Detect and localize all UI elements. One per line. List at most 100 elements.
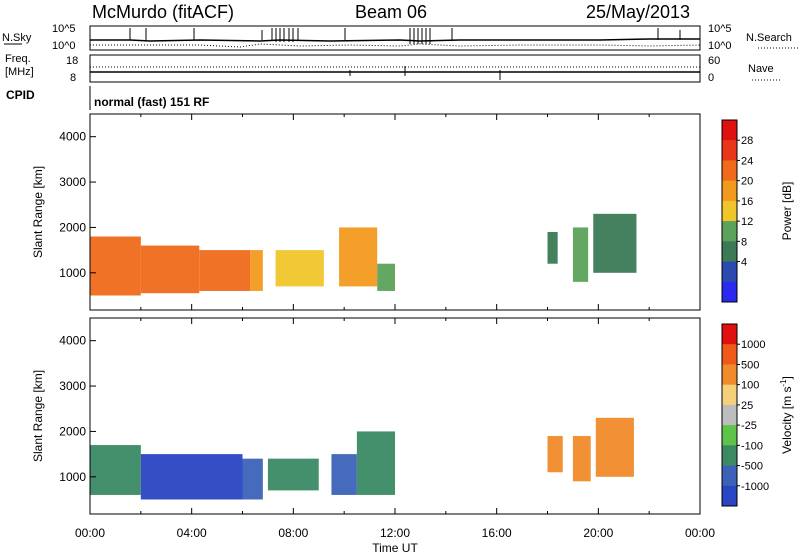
x-tick-label-1: 04:00 (177, 526, 207, 540)
noise-tick-high: 10^5 (52, 23, 76, 35)
freq-label-2: [MHz] (5, 66, 34, 78)
power-colorbar-tick-2: 20 (741, 176, 753, 188)
power-colorbar-swatch-6 (722, 241, 737, 263)
noise-sky-line (90, 38, 700, 42)
x-tick-label-2: 08:00 (278, 526, 308, 540)
power-echo-region-6 (377, 263, 395, 291)
power-colorbar-tick-3: 16 (741, 196, 753, 208)
velocity-colorbar-tick-7: -1000 (741, 481, 769, 493)
x-tick-label-4: 16:00 (482, 526, 512, 540)
power-echo-region-8 (572, 227, 589, 282)
power-ytick-label-2: 2000 (59, 220, 86, 234)
velocity-colorbar-swatch-0 (722, 324, 737, 345)
velocity-echo-region-1 (140, 454, 243, 500)
velocity-colorbar-swatch-5 (722, 425, 737, 446)
freq-panel-frame (89, 54, 701, 83)
noise-spikes (129, 28, 681, 44)
power-echo-region-0 (90, 236, 141, 296)
velocity-colorbar-title: Velocity [m s-1] (779, 376, 794, 454)
velocity-ytick-label-3: 1000 (59, 470, 86, 484)
power-echo-region-3 (250, 250, 263, 291)
x-tick-label-3: 12:00 (380, 526, 410, 540)
velocity-ytick-label-1: 3000 (59, 379, 86, 393)
power-colorbar-tick-1: 24 (741, 155, 753, 167)
x-tick-label-6: 00:00 (685, 526, 715, 540)
power-colorbar-swatch-7 (722, 261, 737, 283)
power-ytick-label-0: 4000 (59, 130, 86, 144)
power-colorbar: 28 24 20 16 12 8 4 Power [dB] (721, 119, 794, 303)
power-ytick-label-1: 3000 (59, 175, 86, 189)
x-tick-label-0: 00:00 (75, 526, 105, 540)
velocity-echo-region-8 (595, 417, 634, 477)
power-colorbar-tick-0: 28 (741, 135, 753, 147)
velocity-colorbar: 1000 500 100 25 -25 -100 -500 -1000 Velocity [m … (721, 323, 794, 507)
freq-tick-low: 8 (70, 72, 76, 84)
velocity-colorbar-tick-5: -100 (741, 440, 763, 452)
power-echo-region-2 (199, 250, 251, 291)
power-colorbar-swatch-2 (722, 160, 737, 182)
power-colorbar-tick-4: 12 (741, 216, 753, 228)
cpid-label: CPID (6, 88, 35, 102)
velocity-echo-region-5 (356, 431, 395, 495)
velocity-echo-region-0 (90, 445, 141, 495)
velocity-colorbar-swatch-7 (722, 465, 737, 487)
time-axis: 00:00 04:00 08:00 12:00 16:00 20:00 00:00 (75, 526, 715, 540)
power-colorbar-tick-6: 4 (741, 257, 747, 269)
nave-label: Nave (748, 63, 774, 75)
power-ytick-label-3: 1000 (59, 266, 86, 280)
velocity-colorbar-tick-4: -25 (741, 420, 757, 432)
x-axis-title: Time UT (372, 541, 418, 554)
site-title: McMurdo (fitACF) (92, 2, 234, 22)
noise-right-tick-low: 10^0 (708, 40, 732, 52)
velocity-colorbar-tick-0: 1000 (741, 339, 765, 351)
velocity-colorbar-swatch-2 (722, 364, 737, 386)
power-echo-region-7 (547, 231, 558, 264)
power-echo-region-5 (339, 227, 378, 287)
noise-search-line (90, 43, 701, 48)
nave-tick-low: 0 (708, 72, 714, 84)
velocity-colorbar-tick-6: -500 (741, 461, 763, 473)
date-title: 25/May/2013 (586, 2, 690, 22)
velocity-colorbar-tick-2: 100 (741, 380, 759, 392)
noise-right-tick-high: 10^5 (708, 23, 732, 35)
velocity-panel: 4000 3000 2000 1000 Slant Range [km] (31, 317, 701, 515)
freq-label-1: Freq. (5, 53, 31, 65)
power-echo-region-1 (140, 245, 200, 294)
power-colorbar-title: Power [dB] (780, 182, 794, 241)
noise-right-label: N.Search (746, 32, 792, 44)
power-colorbar-swatch-1 (722, 140, 737, 161)
velocity-echo-region-4 (331, 454, 357, 495)
power-panel: 4000 3000 2000 1000 Slant Range [km] (31, 113, 701, 311)
power-colorbar-swatch-3 (722, 180, 737, 202)
power-echo-region-9 (593, 213, 637, 273)
velocity-echo-region-3 (267, 458, 319, 491)
velocity-ylabel: Slant Range [km] (31, 370, 45, 462)
power-colorbar-swatch-0 (722, 120, 737, 141)
velocity-colorbar-tick-3: 25 (741, 400, 753, 412)
freq-glitches (349, 66, 501, 80)
power-echo-region-4 (275, 250, 324, 287)
velocity-colorbar-swatch-8 (722, 485, 737, 507)
cpid-value: normal (fast) 151 RF (94, 95, 209, 109)
beam-title: Beam 06 (355, 2, 427, 22)
velocity-colorbar-swatch-6 (722, 445, 737, 467)
velocity-ytick-label-2: 2000 (59, 424, 86, 438)
power-colorbar-swatch-5 (722, 221, 737, 242)
power-colorbar-swatch-4 (722, 200, 737, 222)
nave-tick-high: 60 (708, 55, 720, 67)
x-tick-label-5: 20:00 (583, 526, 613, 540)
velocity-colorbar-tick-1: 500 (741, 359, 759, 371)
noise-tick-low: 10^0 (52, 40, 76, 52)
velocity-colorbar-swatch-3 (722, 384, 737, 406)
noise-panel-frame (89, 25, 701, 51)
power-colorbar-swatch-8 (722, 281, 737, 303)
velocity-echo-region-2 (242, 458, 263, 500)
velocity-echo-region-7 (572, 435, 591, 482)
velocity-colorbar-swatch-1 (722, 344, 737, 365)
velocity-echo-region-6 (547, 435, 563, 473)
freq-tick-high: 18 (66, 55, 78, 67)
velocity-colorbar-swatch-4 (722, 404, 737, 426)
velocity-ytick-label-0: 4000 (59, 334, 86, 348)
power-ylabel: Slant Range [km] (31, 166, 45, 258)
